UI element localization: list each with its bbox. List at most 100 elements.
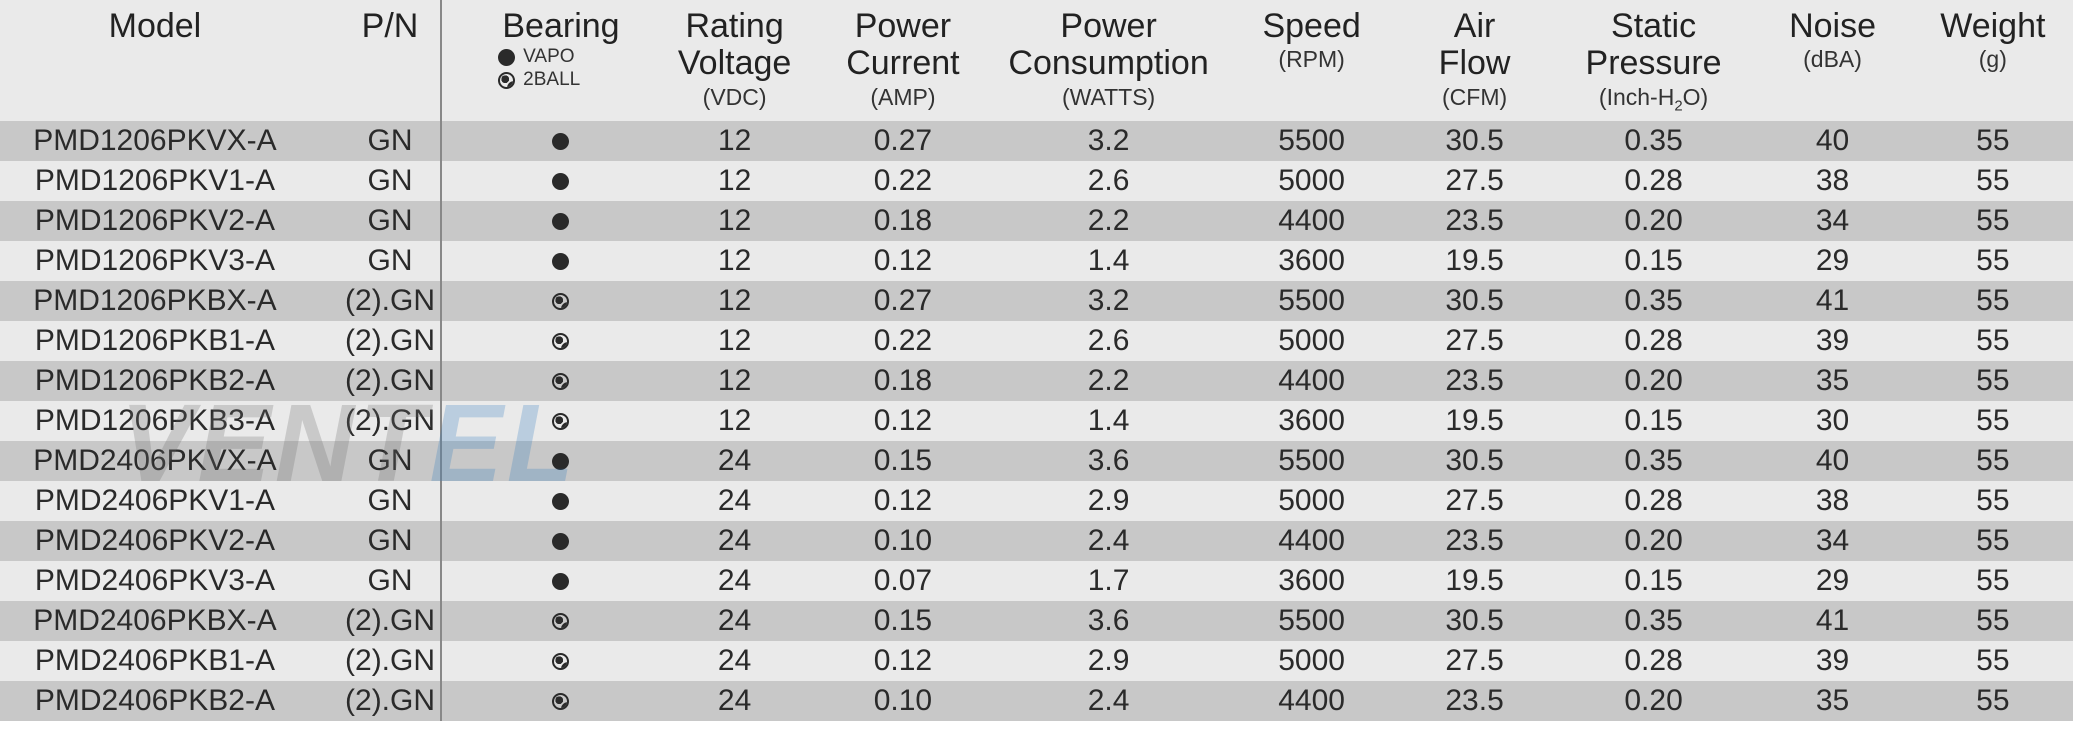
header-speed-unit: (RPM) — [1235, 47, 1389, 72]
table-row: PMD1206PKB1-A(2).GN120.222.6500027.50.28… — [0, 321, 2073, 361]
cell-model: PMD1206PKV2-A — [0, 201, 310, 241]
cell-airflow: 30.5 — [1394, 121, 1554, 161]
cell-speed: 5000 — [1229, 641, 1395, 681]
cell-model: PMD1206PKB1-A — [0, 321, 310, 361]
cell-noise: 39 — [1752, 641, 1912, 681]
bearing-legend: VAPO2BALL — [476, 47, 646, 91]
cell-voltage: 12 — [652, 241, 818, 281]
cell-airflow: 30.5 — [1394, 281, 1554, 321]
cell-airflow: 23.5 — [1394, 361, 1554, 401]
cell-model: PMD1206PKV1-A — [0, 161, 310, 201]
cell-voltage: 12 — [652, 361, 818, 401]
table-row: PMD1206PKVX-AGN120.273.2550030.50.354055 — [0, 121, 2073, 161]
cell-noise: 39 — [1752, 321, 1912, 361]
header-voltage-unit: (VDC) — [658, 85, 812, 110]
cell-bearing — [470, 401, 652, 441]
cell-speed: 4400 — [1229, 201, 1395, 241]
header-noise-unit: (dBA) — [1758, 47, 1906, 72]
cell-airflow: 23.5 — [1394, 201, 1554, 241]
cell-weight: 55 — [1913, 561, 2073, 601]
vapo-icon — [552, 493, 569, 510]
cell-weight: 55 — [1913, 441, 2073, 481]
header-static: StaticPressure(Inch-H2O) — [1555, 0, 1753, 121]
cell-voltage: 24 — [652, 681, 818, 721]
cell-static: 0.35 — [1555, 601, 1753, 641]
cell-static: 0.28 — [1555, 641, 1753, 681]
cell-pn: GN — [310, 521, 470, 561]
cell-current: 0.12 — [817, 641, 988, 681]
cell-static: 0.20 — [1555, 521, 1753, 561]
vapo-icon — [498, 49, 515, 66]
cell-speed: 4400 — [1229, 521, 1395, 561]
cell-bearing — [470, 121, 652, 161]
cell-weight: 55 — [1913, 641, 2073, 681]
vapo-icon — [552, 253, 569, 270]
header-static-label: StaticPressure — [1561, 8, 1747, 83]
cell-noise: 35 — [1752, 361, 1912, 401]
cell-current: 0.15 — [817, 601, 988, 641]
cell-static: 0.35 — [1555, 281, 1753, 321]
cell-noise: 29 — [1752, 241, 1912, 281]
table-row: PMD1206PKV2-AGN120.182.2440023.50.203455 — [0, 201, 2073, 241]
cell-current: 0.12 — [817, 401, 988, 441]
cell-model: PMD2406PKVX-A — [0, 441, 310, 481]
table-row: PMD2406PKB2-A(2).GN240.102.4440023.50.20… — [0, 681, 2073, 721]
legend-vapo-label: VAPO — [523, 47, 574, 68]
table-row: PMD1206PKV1-AGN120.222.6500027.50.283855 — [0, 161, 2073, 201]
vapo-icon — [552, 573, 569, 590]
cell-bearing — [470, 241, 652, 281]
cell-current: 0.27 — [817, 121, 988, 161]
cell-noise: 41 — [1752, 281, 1912, 321]
cell-power: 2.2 — [988, 201, 1228, 241]
cell-voltage: 24 — [652, 641, 818, 681]
cell-current: 0.22 — [817, 161, 988, 201]
cell-model: PMD1206PKV3-A — [0, 241, 310, 281]
cell-noise: 40 — [1752, 441, 1912, 481]
cell-current: 0.07 — [817, 561, 988, 601]
cell-weight: 55 — [1913, 481, 2073, 521]
twoball-icon — [552, 653, 569, 670]
cell-voltage: 12 — [652, 281, 818, 321]
header-weight-label: Weight — [1919, 8, 2067, 45]
header-bearing: BearingVAPO2BALL — [470, 0, 652, 121]
cell-weight: 55 — [1913, 241, 2073, 281]
cell-power: 2.2 — [988, 361, 1228, 401]
cell-power: 1.4 — [988, 401, 1228, 441]
cell-noise: 34 — [1752, 521, 1912, 561]
cell-weight: 55 — [1913, 681, 2073, 721]
cell-weight: 55 — [1913, 161, 2073, 201]
cell-bearing — [470, 161, 652, 201]
cell-pn: (2).GN — [310, 281, 470, 321]
cell-voltage: 12 — [652, 161, 818, 201]
cell-power: 1.4 — [988, 241, 1228, 281]
cell-model: PMD2406PKBX-A — [0, 601, 310, 641]
cell-current: 0.15 — [817, 441, 988, 481]
cell-bearing — [470, 681, 652, 721]
cell-static: 0.15 — [1555, 241, 1753, 281]
header-model: Model — [0, 0, 310, 121]
cell-noise: 40 — [1752, 121, 1912, 161]
cell-voltage: 24 — [652, 481, 818, 521]
cell-bearing — [470, 441, 652, 481]
twoball-icon — [498, 72, 515, 89]
cell-airflow: 19.5 — [1394, 241, 1554, 281]
table-row: PMD1206PKV3-AGN120.121.4360019.50.152955 — [0, 241, 2073, 281]
cell-static: 0.20 — [1555, 681, 1753, 721]
cell-bearing — [470, 481, 652, 521]
cell-noise: 35 — [1752, 681, 1912, 721]
cell-static: 0.20 — [1555, 201, 1753, 241]
header-static-unit: (Inch-H2O) — [1561, 85, 1747, 115]
cell-voltage: 24 — [652, 521, 818, 561]
cell-voltage: 12 — [652, 321, 818, 361]
header-voltage-label: RatingVoltage — [658, 8, 812, 83]
cell-current: 0.10 — [817, 521, 988, 561]
vapo-icon — [552, 173, 569, 190]
cell-noise: 34 — [1752, 201, 1912, 241]
cell-current: 0.12 — [817, 481, 988, 521]
twoball-icon — [552, 693, 569, 710]
header-current: PowerCurrent(AMP) — [817, 0, 988, 121]
cell-pn: GN — [310, 561, 470, 601]
cell-noise: 30 — [1752, 401, 1912, 441]
cell-static: 0.28 — [1555, 161, 1753, 201]
cell-power: 3.2 — [988, 281, 1228, 321]
